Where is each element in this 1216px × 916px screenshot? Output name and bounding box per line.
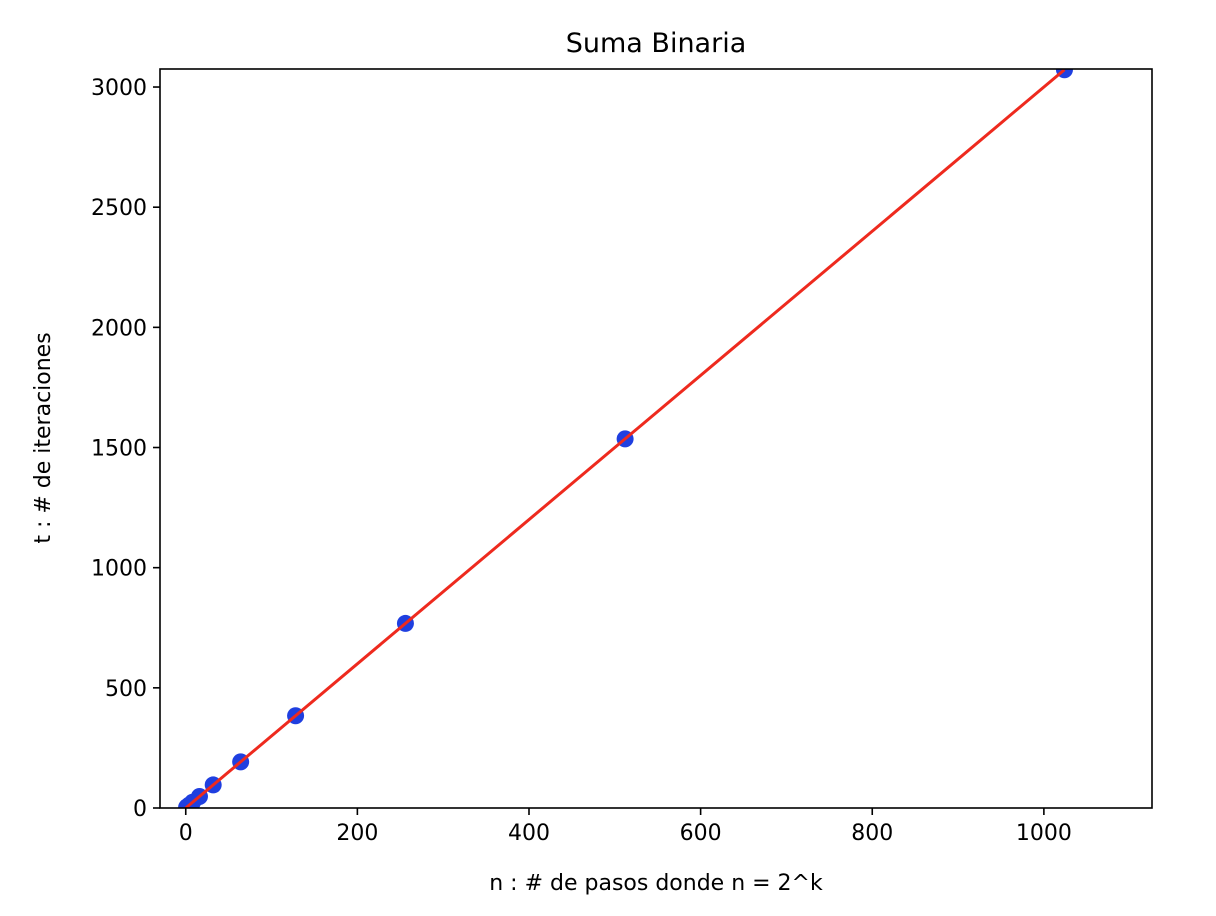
y-tick-label: 1000 xyxy=(91,557,147,582)
x-tick-label: 600 xyxy=(680,821,722,846)
y-axis: 0 500 1000 1500 2000 2500 3000 xyxy=(91,76,160,822)
scatter-point xyxy=(1055,69,1073,79)
x-tick-label: 1000 xyxy=(1016,821,1072,846)
axes-frame xyxy=(159,68,1153,809)
x-tick-label: 200 xyxy=(336,821,378,846)
plot-area xyxy=(178,69,1073,808)
x-axis: 0 200 400 600 800 1000 xyxy=(179,808,1072,846)
x-tick-label: 0 xyxy=(179,821,193,846)
y-tick-label: 3000 xyxy=(91,76,147,101)
chart-title: Suma Binaria xyxy=(566,28,747,59)
y-tick-label: 500 xyxy=(105,677,147,702)
y-tick-label: 1500 xyxy=(91,437,147,462)
y-axis-label: t : # de iteraciones xyxy=(31,332,56,543)
x-tick-label: 800 xyxy=(851,821,893,846)
x-tick-label: 400 xyxy=(508,821,550,846)
y-tick-label: 0 xyxy=(133,797,147,822)
y-tick-label: 2500 xyxy=(91,196,147,221)
fit-line xyxy=(184,69,1066,808)
x-axis-label: n : # de pasos donde n = 2^k xyxy=(489,871,823,896)
y-tick-label: 2000 xyxy=(91,316,147,341)
